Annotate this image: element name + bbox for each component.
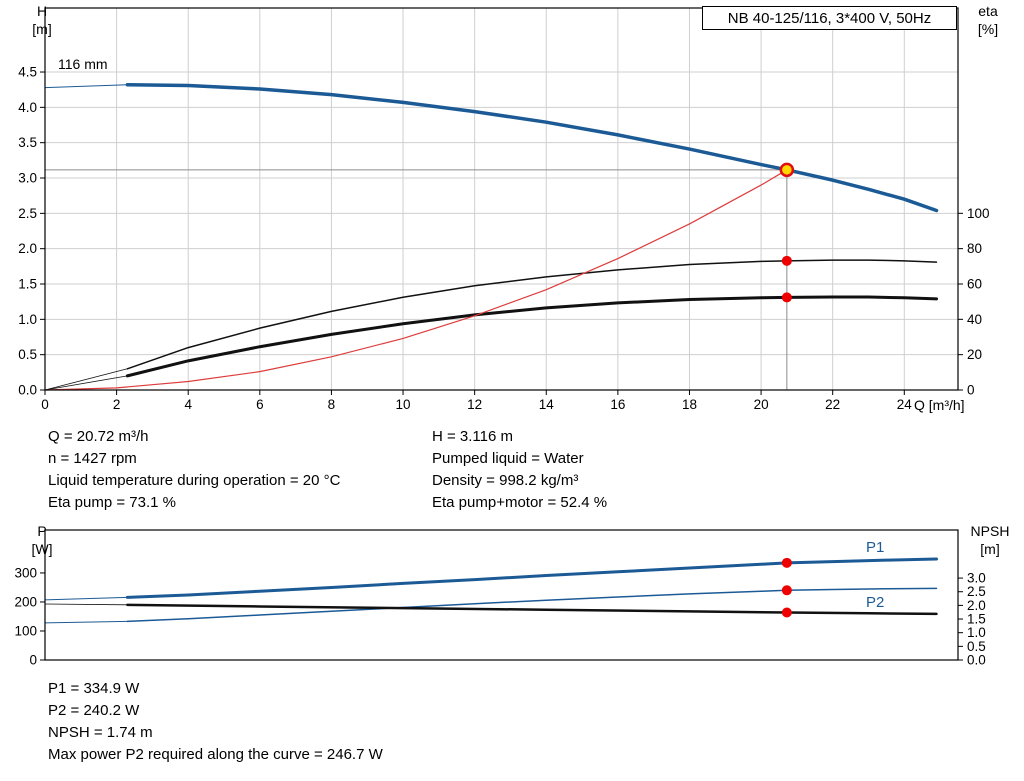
eta-pump-motor-curve-lead	[44, 375, 128, 391]
info-pumped-liquid: Pumped liquid = Water	[432, 450, 584, 467]
eta-axis-label: eta [%]	[977, 3, 999, 37]
y-tick-left-label: 0	[29, 653, 37, 668]
p1-curve-lead	[44, 596, 128, 601]
info-max-p2: Max power P2 required along the curve = …	[48, 746, 383, 763]
pump-curve-lead	[44, 84, 128, 89]
info-eta-pump: Eta pump = 73.1 %	[48, 494, 176, 511]
eta-pump-curve-lead	[44, 368, 128, 391]
y-tick-left-label: 1.0	[18, 312, 37, 327]
y-tick-left-label: 1.5	[18, 277, 37, 292]
x-tick-label: 22	[825, 397, 840, 412]
info-p2: P2 = 240.2 W	[48, 702, 140, 719]
y-tick-left-label: 3.0	[18, 171, 37, 186]
flow-axis-label: Q [m³/h]	[914, 397, 965, 413]
info-eta-pump-motor: Eta pump+motor = 52.4 %	[432, 494, 608, 511]
system-curve	[44, 169, 788, 391]
plot-border	[44, 529, 959, 661]
npsh-curve	[126, 603, 938, 616]
eta-pump-marker	[781, 255, 792, 266]
x-tick-label: 20	[754, 397, 769, 412]
head-axis-label: H [m]	[32, 3, 52, 37]
y-tick-left-label: 3.5	[18, 135, 37, 150]
y-tick-left-label: 100	[14, 623, 37, 638]
p1-marker	[781, 557, 792, 568]
y-tick-right-label: 0.5	[967, 639, 986, 654]
pump-title-box: NB 40-125/116, 3*400 V, 50Hz	[702, 6, 957, 30]
info-block-left: Q = 20.72 m³/h n = 1427 rpm Liquid tempe…	[48, 426, 340, 514]
y-tick-right-label: 2.0	[967, 598, 986, 613]
pump-curve	[125, 82, 939, 213]
info-block-right: H = 3.116 m Pumped liquid = Water Densit…	[432, 426, 607, 514]
y-tick-right-label: 100	[967, 206, 990, 221]
x-tick-label: 18	[682, 397, 697, 412]
info-head: H = 3.116 m	[432, 428, 514, 445]
npsh-curve-lead	[44, 603, 128, 606]
y-tick-right-label: 60	[967, 276, 982, 291]
y-tick-left-label: 4.0	[18, 100, 37, 115]
y-tick-right-label: 40	[967, 312, 982, 327]
info-speed: n = 1427 rpm	[48, 450, 137, 467]
info-liquid-temperature: Liquid temperature during operation = 20…	[48, 472, 341, 489]
power-npsh-chart: 0 100 200 300 0.00.51.01.52.02.53.0	[14, 529, 986, 668]
plot-border	[44, 7, 959, 391]
x-tick-label: 12	[467, 397, 482, 412]
y-tick-left-label: 0.0	[18, 383, 37, 398]
y-tick-right-label: 1.5	[967, 612, 986, 627]
p2-curve	[126, 587, 938, 623]
eta-pump-curve	[126, 259, 938, 370]
duty-point-marker	[779, 162, 795, 178]
info-density: Density = 998.2 kg/m³	[432, 472, 579, 489]
p1-curve	[125, 557, 939, 599]
power-axis-label: P [W]	[31, 523, 53, 557]
y-tick-left-label: 4.5	[18, 65, 37, 80]
x-tick-label: 24	[897, 397, 913, 412]
y-tick-right-label: 0	[967, 383, 975, 398]
pump-title-text: NB 40-125/116, 3*400 V, 50Hz	[727, 9, 932, 27]
info-flow: Q = 20.72 m³/h	[48, 428, 149, 445]
npsh-axis-label: NPSH [m]	[970, 523, 1010, 557]
p2-curve-label: P2	[866, 594, 885, 611]
eta-pump-motor-marker	[781, 292, 792, 303]
x-tick-label: 2	[113, 397, 121, 412]
head-efficiency-chart: 0 2 4 6 8 10 12 14 16 18 20 22 240.00.51.01.52.02.53…	[18, 7, 990, 412]
y-tick-right-label: 0.0	[967, 653, 986, 668]
p1-curve-label: P1	[866, 539, 885, 556]
npsh-marker	[781, 607, 792, 618]
p2-marker	[781, 585, 792, 596]
x-tick-label: 14	[539, 397, 555, 412]
y-tick-right-label: 1.0	[967, 625, 986, 640]
y-tick-left-label: 300	[14, 565, 37, 580]
y-tick-right-label: 2.5	[967, 584, 986, 599]
p2-curve-lead	[44, 620, 128, 624]
y-tick-left-label: 200	[14, 594, 37, 609]
x-tick-label: 0	[41, 397, 49, 412]
y-tick-right-label: 80	[967, 241, 982, 256]
info-block-power: P1 = 334.9 W P2 = 240.2 W NPSH = 1.74 m …	[48, 678, 383, 766]
y-tick-left-label: 2.0	[18, 241, 37, 256]
x-tick-label: 8	[328, 397, 336, 412]
y-tick-left-label: 0.5	[18, 347, 37, 362]
duty-crosshair	[45, 169, 788, 390]
y-tick-right-label: 20	[967, 347, 982, 362]
info-npsh: NPSH = 1.74 m	[48, 724, 153, 741]
x-tick-label: 4	[184, 397, 192, 412]
y-tick-right-label: 3.0	[967, 571, 986, 586]
x-tick-label: 6	[256, 397, 264, 412]
x-tick-label: 16	[610, 397, 625, 412]
impeller-size-label: 116 mm	[58, 56, 108, 72]
eta-pump-motor-curve	[125, 295, 939, 378]
x-tick-label: 10	[396, 397, 411, 412]
info-p1: P1 = 334.9 W	[48, 680, 140, 697]
y-tick-left-label: 2.5	[18, 206, 37, 221]
